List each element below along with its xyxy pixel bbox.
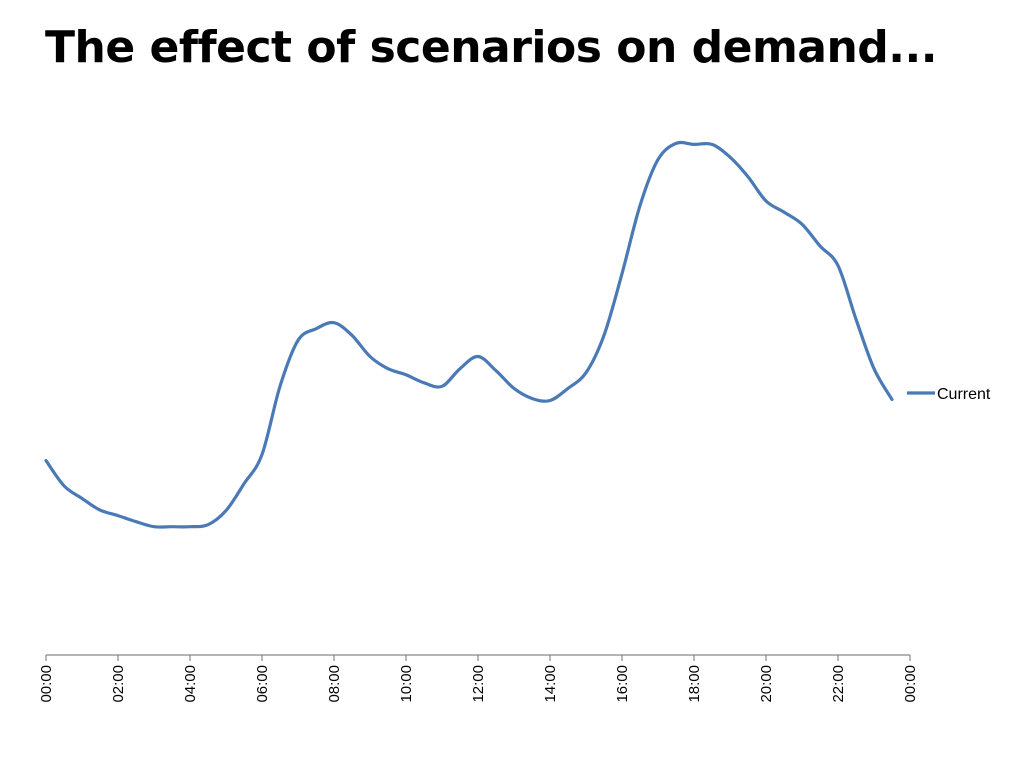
series-layer [44,140,894,529]
x-tick-label: 06:00 [254,665,271,703]
x-tick-label: 20:00 [758,665,775,703]
chart-axes: 00:00 02:00 04:00 06:00 08:00 10:00 12:00 14:00… [38,654,919,703]
x-tick-label: 02:00 [110,665,127,703]
x-tick-label: 22:00 [830,665,847,703]
slide-title: The effect of scenarios on demand... [45,22,937,73]
x-tick-label: 16:00 [614,665,631,703]
x-tick-label: 04:00 [182,665,199,703]
legend-label: Current [937,386,991,403]
x-tick-label: 18:00 [686,665,703,703]
x-tick-label: 00:00 [38,665,55,703]
x-tick-label: 10:00 [398,665,415,703]
x-tick-label: 08:00 [326,665,343,703]
x-tick-label: 12:00 [470,665,487,703]
series-line-current [44,140,894,529]
x-tick-label: 00:00 [902,665,919,703]
x-tick-label: 14:00 [542,665,559,703]
chart-legend: Current [907,386,991,403]
